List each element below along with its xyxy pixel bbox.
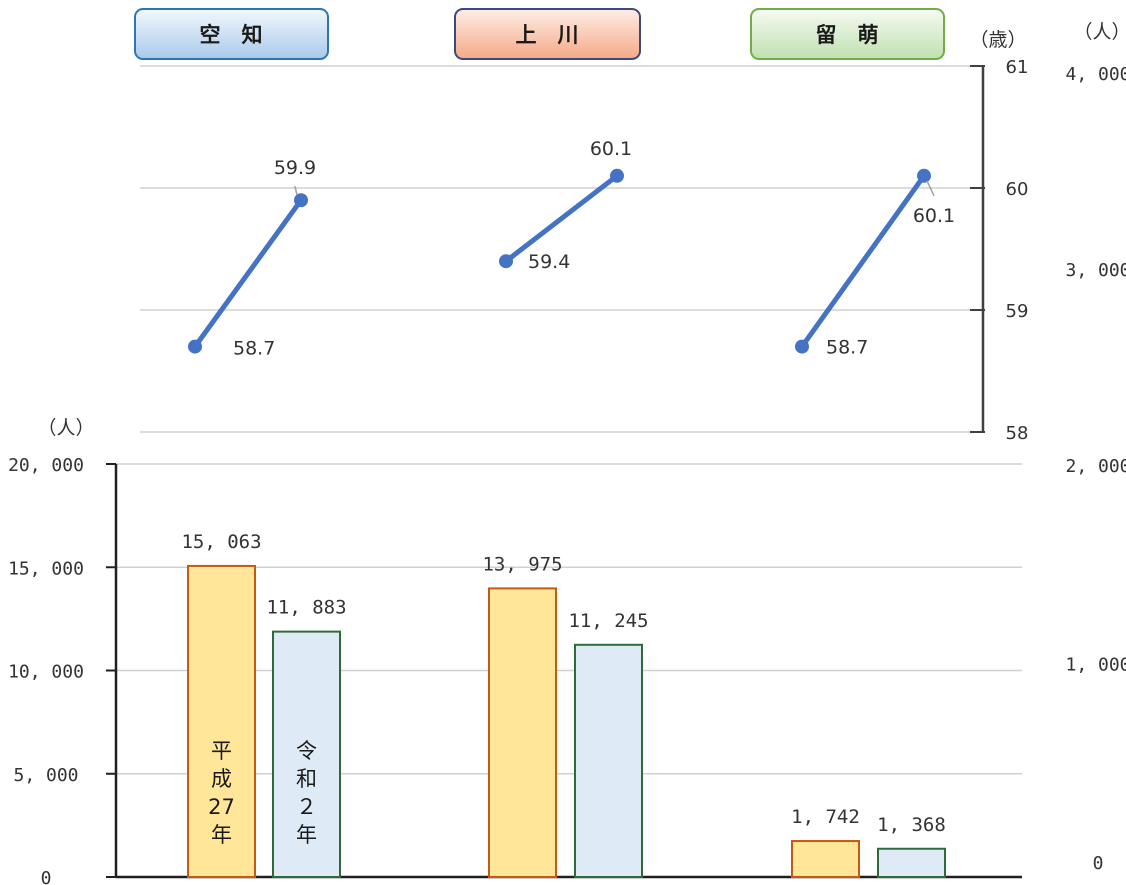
left-axis-tick-label: 0 [41,868,52,885]
age-data-point [188,339,202,354]
age-label-leader [294,186,298,196]
line-chart-age-axis: 58 59 60 61 [970,57,1028,444]
bar-series-vertical-label-char: 成 [211,767,232,791]
age-data-label: 58.7 [826,337,868,359]
region-header-1: 空 知 [134,8,329,60]
age-data-label: 60.1 [913,205,955,227]
bar-series-vertical-label-char: 和 [296,767,317,791]
age-line-segment [799,173,927,350]
people-unit-label-left: （人） [37,417,94,439]
bar-chart-axes: 0 5, 000 10, 000 15, 000 20, 000 0 1, 000 2, 00… [8,455,1126,885]
bar-series-vertical-label-char: 平 [211,739,232,763]
age-data-label: 59.9 [274,157,316,179]
age-axis-tick-label: 58 [1006,423,1029,444]
bar-data-label: 1, 368 [877,814,946,836]
age-data-point [610,168,624,183]
bar-data-label: 13, 975 [482,553,562,575]
bar [791,840,860,879]
line-chart-series: 58.7 59.9 59.4 60.1 58.7 60.1 [188,138,955,360]
bar [488,587,557,878]
bar-chart-gridlines [113,463,1022,775]
age-data-point [499,254,513,269]
right-people-axis-tick-label: 4, 000 [1065,64,1126,85]
age-axis-tick-label: 59 [1006,301,1029,322]
bar-series-vertical-labels: 平成 27 年 令和 ２ 年 [208,739,317,847]
region-label-3: 留 萌 [816,23,879,47]
left-axis-tick-label: 20, 000 [8,455,84,476]
bar-series-vertical-label-char: 年 [211,823,232,847]
region-label-2: 上 川 [516,23,579,47]
bar-data-label: 11, 883 [266,597,346,619]
left-axis-tick-label: 10, 000 [8,662,84,683]
bar-data-label: 15, 063 [181,531,261,553]
bar-series-vertical-label-char: 令 [296,739,317,763]
bar [877,847,946,878]
bar-series-vertical-label-char: ２ [296,795,317,819]
bar-data-label: 1, 742 [791,806,860,828]
age-data-label: 60.1 [590,138,632,160]
age-data-point [795,339,809,354]
age-data-label: 58.7 [233,338,275,360]
left-axis-tick-label: 15, 000 [8,558,84,579]
right-people-axis-tick-label: 1, 000 [1065,655,1126,676]
bar [574,643,643,879]
bar [187,564,256,878]
age-unit-label: （歳） [969,29,1026,51]
bar-data-label: 11, 245 [568,610,648,632]
bar-series-vertical-label-char: 年 [296,823,317,847]
region-header-2: 上 川 [454,8,641,60]
age-data-point [294,193,308,208]
bar-chart-series: 15, 063 13, 975 1, 742 11, 883 11, 245 1, 368 [181,531,946,879]
age-data-label: 59.4 [528,251,570,273]
line-chart-gridlines [140,65,985,433]
line-chart-right-axis-ticks: 3, 000 4, 000 [1065,64,1126,281]
age-line-segment [192,197,304,350]
right-people-axis-tick-label: 0 [1093,853,1104,874]
age-label-leader [926,180,935,197]
region-label-1: 空 知 [200,23,263,47]
bar [272,630,341,878]
region-header-3: 留 萌 [750,8,945,60]
people-unit-label-top-right: （人） [1073,21,1126,43]
age-axis-tick-label: 61 [1006,57,1029,78]
age-line-segment [503,173,620,264]
right-people-axis-tick-label: 3, 000 [1065,260,1126,281]
age-axis-tick-label: 60 [1006,179,1029,200]
age-data-point [917,168,931,183]
right-people-axis-tick-label: 2, 000 [1065,456,1126,477]
bar-series-vertical-label-char: 27 [208,795,235,819]
left-axis-tick-label: 5, 000 [13,765,78,786]
